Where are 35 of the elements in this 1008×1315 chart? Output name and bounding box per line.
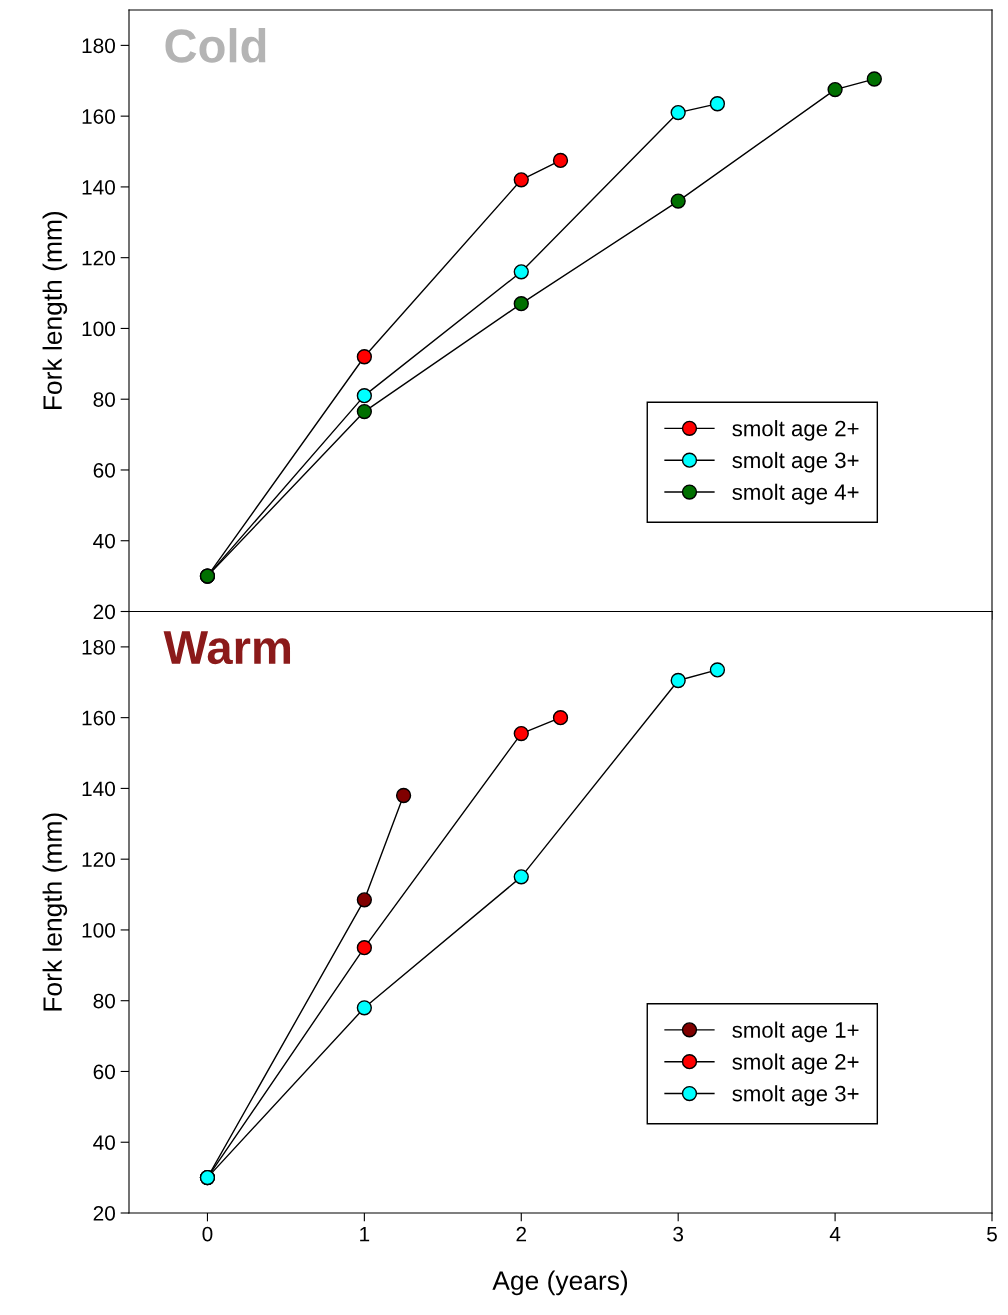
x-axis-title: Age (years) xyxy=(492,1270,628,1296)
x-tick-label: 5 xyxy=(987,1226,997,1242)
y-tick-label: 180 xyxy=(82,38,115,54)
legend-label: smolt age 4+ xyxy=(732,483,859,505)
y-tick-label: 120 xyxy=(82,250,115,266)
y-tick-label: 140 xyxy=(82,781,115,797)
legend-label: smolt age 2+ xyxy=(732,1053,859,1075)
y-tick-label: 100 xyxy=(82,321,115,337)
y-tick-label: 160 xyxy=(82,710,115,726)
y-tick-label: 180 xyxy=(82,639,115,655)
x-tick-label: 0 xyxy=(202,1226,213,1242)
x-tick-label: 1 xyxy=(360,1226,370,1242)
chart-title: Warm xyxy=(163,631,291,665)
y-tick-label: 80 xyxy=(93,993,115,1009)
y-tick-label: 60 xyxy=(93,1064,115,1080)
y-tick-label: 60 xyxy=(93,462,115,478)
y-tick-label: 100 xyxy=(82,922,115,938)
y-tick-label: 40 xyxy=(93,533,115,549)
y-tick-label: 140 xyxy=(82,179,115,195)
legend-label: smolt age 3+ xyxy=(732,1085,859,1106)
y-tick-label: 40 xyxy=(93,1135,115,1150)
y-axis-title: Fork length (mm) xyxy=(42,211,68,410)
chart-title: Cold xyxy=(165,28,266,63)
y-tick-label: 120 xyxy=(82,852,115,867)
y-tick-label: 20 xyxy=(93,604,115,620)
y-tick-label: 20 xyxy=(93,1206,115,1221)
legend-label: smolt age 1+ xyxy=(732,1021,859,1043)
x-tick-label: 4 xyxy=(829,1226,841,1242)
y-tick-label: 160 xyxy=(82,109,115,124)
y-axis-title: Fork length (mm) xyxy=(42,813,68,1011)
x-tick-label: 3 xyxy=(673,1226,684,1242)
y-tick-label: 80 xyxy=(93,392,115,407)
legend-label: smolt age 3+ xyxy=(732,451,859,473)
legend-label: smolt age 2+ xyxy=(732,420,859,441)
x-tick-label: 2 xyxy=(516,1226,527,1242)
